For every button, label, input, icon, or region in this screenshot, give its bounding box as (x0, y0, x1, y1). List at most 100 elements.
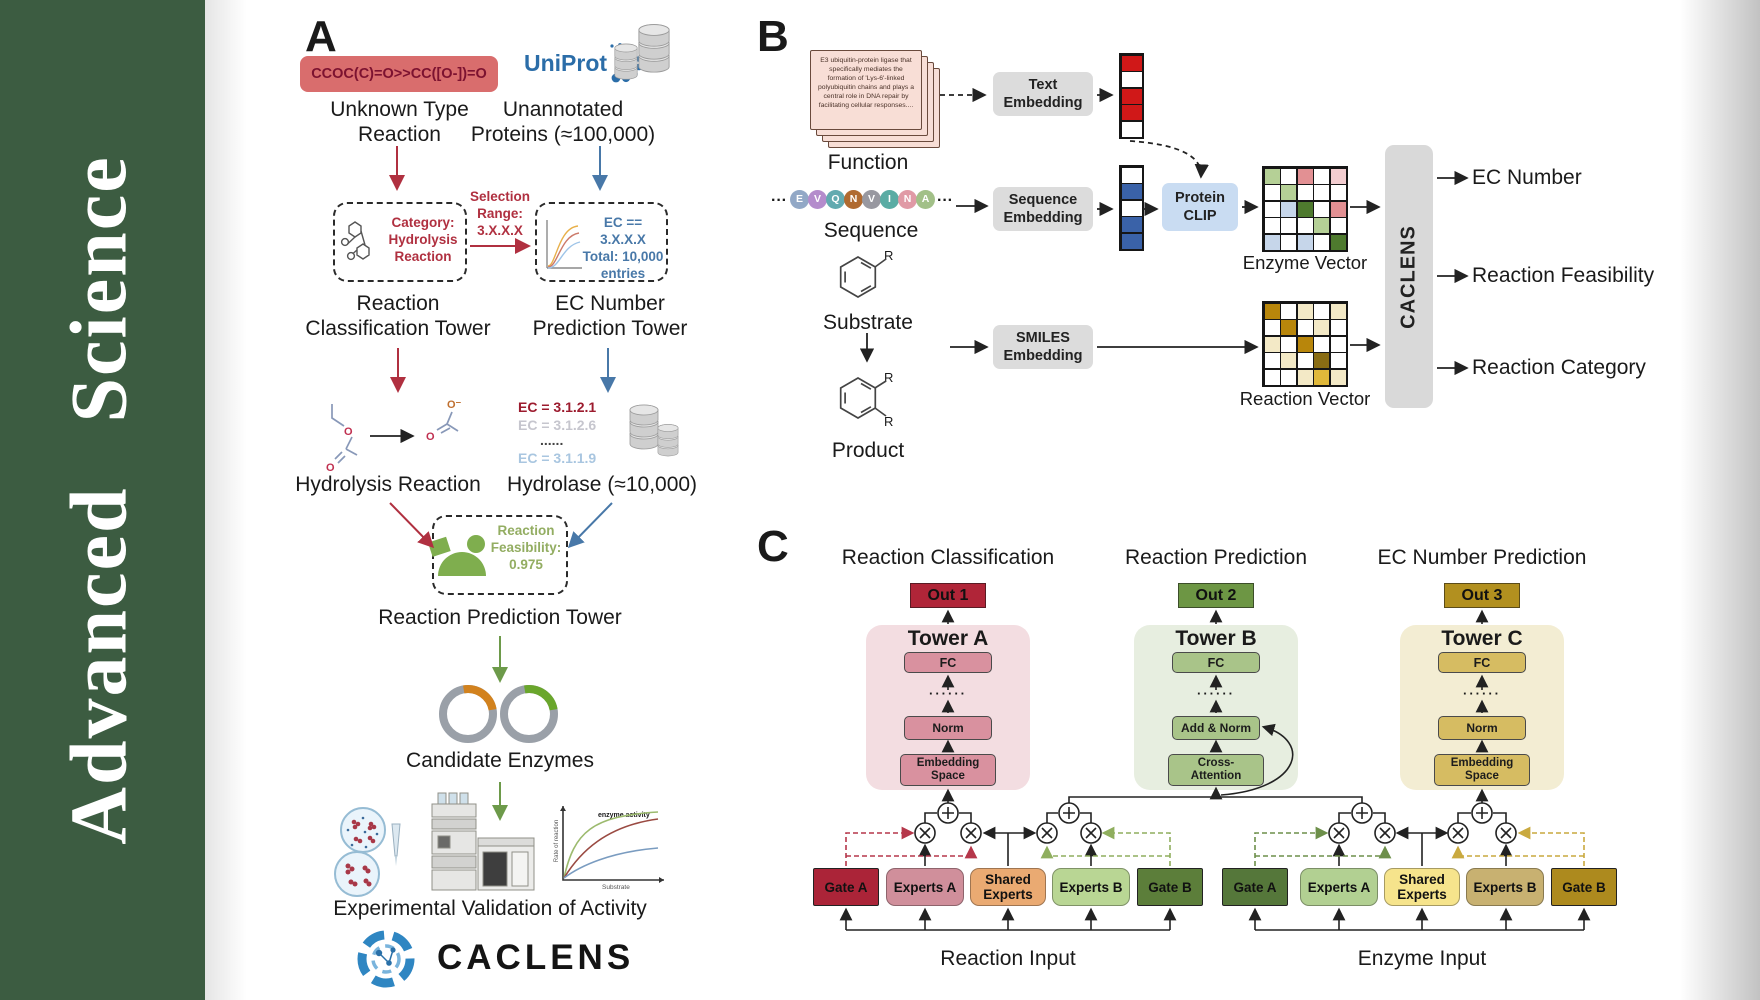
sequence-label: Sequence (823, 219, 919, 242)
tower-a-title: Tower A (907, 627, 989, 650)
ec-list-item: EC = 3.1.2.6 (518, 417, 597, 433)
journal-sidebar (0, 0, 205, 1000)
moe-reaction-experts-b: Experts B (1052, 868, 1130, 906)
tower-b-dots: ······ (1197, 686, 1235, 701)
category-text: Category: Hydrolysis Reaction (388, 215, 458, 264)
column-title-reaction-classification: Reaction Classification (841, 546, 1055, 569)
caclens-module-label: CACLENS (1397, 224, 1420, 329)
tower-a-norm: Norm (904, 716, 992, 740)
ec-list-item: EC = 3.1.2.1 (518, 399, 597, 415)
panel-a-label: A (305, 12, 337, 61)
panel-b-label: B (757, 12, 789, 61)
candidate-enzymes-label: Candidate Enzymes (406, 749, 594, 772)
sequence-ellipsis-left: ··· (771, 192, 787, 209)
reaction-classification-tower-label: Reaction Classification Tower (305, 292, 491, 340)
tower-b-title: Tower B (1175, 627, 1257, 650)
reaction-input-label: Reaction Input (940, 947, 1076, 970)
sequence-residue: Q (826, 190, 845, 209)
ec-box-text: EC == 3.X.X.X Total: 10,000 entries (582, 215, 664, 281)
enzyme-icon-label: Enzyme (445, 566, 479, 576)
moe-enzyme-gate-a: Gate A (1222, 868, 1288, 906)
product-r-group: R (884, 370, 894, 385)
unknown-reaction-label: Unknown Type Reaction (330, 98, 469, 146)
tower-a-embedding-space: Embedding Space (900, 754, 996, 786)
tower-b-cross-attention: Cross-Attention (1168, 754, 1264, 786)
sequence-residue: V (862, 190, 881, 209)
experimental-validation-label: Experimental Validation of Activity (333, 897, 647, 920)
sequence-residue: A (916, 190, 935, 209)
moe-enzyme-shared-experts: Shared Experts (1384, 868, 1460, 906)
caclens-wordmark: CACLENS (437, 938, 635, 977)
column-title-reaction-prediction: Reaction Prediction (1124, 546, 1308, 569)
ec-prediction-result-box (535, 202, 668, 282)
tower-a-fc: FC (904, 652, 992, 673)
smiles-reaction-box: CCOC(C)=O>>CC([O-])=O (300, 56, 498, 92)
reaction-vector-label: Reaction Vector (1239, 388, 1371, 409)
output-reaction-feasibility: Reaction Feasibility (1472, 264, 1655, 287)
substrate-label: Substrate (823, 311, 913, 334)
moe-enzyme-experts-a: Experts A (1300, 868, 1378, 906)
activity-chart-xlabel: Substrate (602, 884, 630, 891)
tower-c-fc: FC (1438, 652, 1526, 673)
uniprot-logo: UniProt (524, 50, 608, 76)
out2-box: Out 2 (1178, 583, 1254, 608)
ec-number-prediction-tower-label: EC Number Prediction Tower (532, 292, 688, 340)
function-label: Function (827, 151, 909, 174)
text-embedding-vector (1119, 53, 1144, 139)
page-background (205, 0, 1760, 1000)
selection-range-label: Selection Range: 3.X.X.X (469, 189, 531, 238)
sequence-ellipsis-right: ··· (937, 192, 953, 209)
column-title-ec-number-prediction: EC Number Prediction (1377, 546, 1587, 569)
sequence-embedding-box: Sequence Embedding (993, 187, 1093, 231)
tower-c-embedding-space: Embedding Space (1434, 754, 1530, 786)
enzyme-input-label: Enzyme Input (1357, 947, 1487, 970)
text-embedding-box: Text Embedding (993, 72, 1093, 116)
sequence-residue: I (880, 190, 899, 209)
moe-reaction-experts-a: Experts A (886, 868, 964, 906)
output-reaction-category: Reaction Category (1472, 356, 1646, 379)
moe-reaction-gate-a: Gate A (813, 868, 879, 906)
hydrolysis-reaction-label: Hydrolysis Reaction (295, 473, 481, 496)
sequence-residue: E (790, 190, 809, 209)
ec-list-item: ...... (540, 432, 564, 448)
activity-chart-ylabel: Rate of reaction (554, 819, 560, 863)
journal-title: Advanced Science (55, 155, 144, 845)
product-r-group: R (884, 414, 894, 429)
enzyme-vector-matrix (1262, 166, 1348, 252)
panel-c-label: C (757, 522, 789, 571)
feasibility-text: Reaction Feasibility: 0.975 (490, 523, 562, 572)
moe-reaction-gate-b: Gate B (1137, 868, 1203, 906)
function-card: E3 ubiquitin-protein ligase that specifi… (810, 50, 922, 130)
substrate-r-group: R (884, 248, 894, 263)
reaction-prediction-tower-label: Reaction Prediction Tower (378, 606, 622, 629)
tower-c-norm: Norm (1438, 716, 1526, 740)
tower-c-title: Tower C (1441, 627, 1523, 650)
smiles-embedding-box: SMILES Embedding (993, 325, 1093, 369)
tower-a-dots: ······ (929, 686, 967, 701)
moe-reaction-shared-experts: Shared Experts (970, 868, 1046, 906)
function-card-text: E3 ubiquitin-protein ligase that specifi… (818, 57, 914, 109)
reaction-vector-matrix (1262, 301, 1348, 387)
activity-chart-title: enzyme activity (598, 812, 650, 819)
output-ec-number: EC Number (1472, 166, 1582, 189)
sequence-embedding-vector (1119, 165, 1144, 251)
reaction-classification-result-box (333, 202, 467, 282)
protein-clip-box: Protein CLIP (1162, 183, 1238, 231)
sequence-residue: N (898, 190, 917, 209)
tower-c-dots: ······ (1463, 686, 1501, 701)
unannotated-proteins-label: Unannotated Proteins (≈100,000) (470, 98, 656, 146)
tower-b-fc: FC (1172, 652, 1260, 673)
moe-enzyme-experts-b: Experts B (1466, 868, 1544, 906)
moe-enzyme-gate-b: Gate B (1551, 868, 1617, 906)
ec-list-item: EC = 3.1.1.9 (518, 450, 597, 466)
sequence-residue: V (808, 190, 827, 209)
sequence-residue: N (844, 190, 863, 209)
out3-box: Out 3 (1444, 583, 1520, 608)
enzyme-vector-label: Enzyme Vector (1242, 252, 1368, 273)
out1-box: Out 1 (910, 583, 986, 608)
tower-b-add-norm: Add & Norm (1172, 716, 1260, 740)
caclens-module-box: CACLENS (1385, 145, 1433, 408)
product-label: Product (831, 439, 905, 462)
